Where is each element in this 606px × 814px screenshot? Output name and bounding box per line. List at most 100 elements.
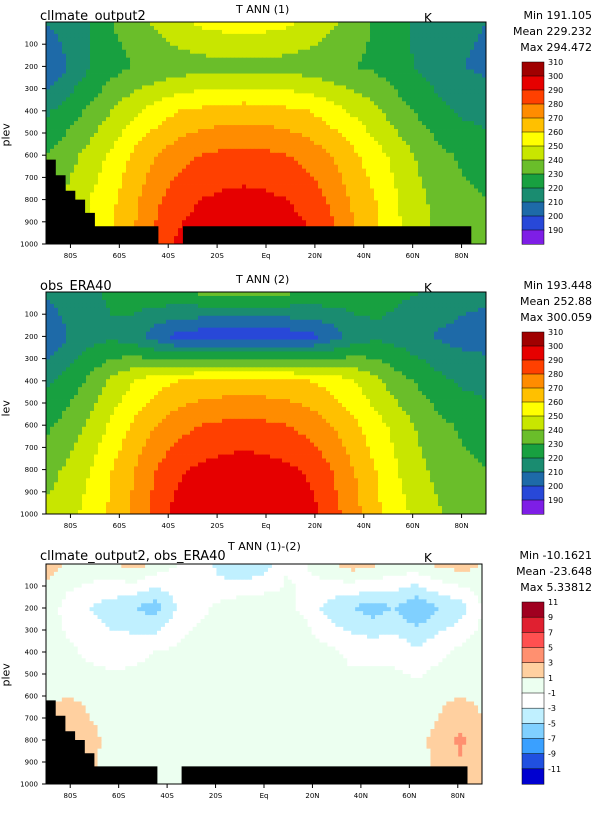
contour-cell bbox=[318, 140, 323, 146]
contour-cell bbox=[406, 81, 411, 86]
contour-cell bbox=[130, 180, 135, 185]
contour-cell bbox=[234, 176, 239, 181]
contour-cell bbox=[230, 109, 235, 114]
contour-cell bbox=[226, 192, 231, 197]
contour-cell bbox=[78, 97, 83, 102]
contour-cell bbox=[70, 73, 75, 78]
contour-cell bbox=[258, 184, 263, 189]
contour-cell bbox=[354, 180, 359, 185]
contour-cell bbox=[70, 184, 75, 189]
contour-cell bbox=[162, 97, 167, 102]
contour-cell bbox=[162, 22, 167, 27]
contour-cell bbox=[398, 22, 403, 27]
contour-cell bbox=[58, 69, 63, 74]
contour-cell bbox=[94, 89, 99, 94]
contour-cell bbox=[126, 85, 131, 90]
contour-cell bbox=[458, 152, 463, 158]
contour-cell bbox=[402, 176, 407, 181]
contour-cell bbox=[110, 57, 115, 63]
contour-cell bbox=[430, 33, 435, 39]
contour-cell bbox=[414, 192, 419, 197]
contour-cell bbox=[322, 125, 327, 130]
contour-cell bbox=[262, 105, 267, 110]
contour-cell bbox=[294, 73, 299, 78]
contour-cell bbox=[258, 168, 263, 174]
contour-cell bbox=[66, 65, 71, 70]
contour-cell bbox=[474, 196, 479, 201]
contour-cell bbox=[134, 93, 139, 98]
contour-cell bbox=[294, 121, 299, 126]
contour-cell bbox=[446, 176, 451, 181]
contour-cell bbox=[106, 188, 111, 193]
contour-cell bbox=[210, 41, 215, 47]
contour-cell bbox=[322, 81, 327, 86]
contour-cell bbox=[118, 53, 123, 59]
contour-cell bbox=[246, 172, 251, 177]
contour-cell bbox=[142, 93, 147, 98]
contour-cell bbox=[118, 93, 123, 98]
contour-cell bbox=[366, 65, 371, 70]
contour-cell bbox=[74, 196, 79, 201]
contour-cell bbox=[366, 109, 371, 114]
contour-cell bbox=[350, 180, 355, 185]
contour-cell bbox=[70, 49, 75, 55]
contour-cell bbox=[194, 117, 199, 122]
contour-cell bbox=[106, 117, 111, 122]
contour-cell bbox=[202, 89, 207, 94]
contour-cell bbox=[146, 77, 151, 82]
contour-cell bbox=[158, 136, 163, 142]
contour-cell bbox=[290, 148, 295, 154]
contour-cell bbox=[270, 184, 275, 189]
contour-cell bbox=[70, 188, 75, 193]
contour-cell bbox=[478, 73, 483, 78]
contour-cell bbox=[106, 140, 111, 146]
contour-cell bbox=[146, 121, 151, 126]
contour-cell bbox=[430, 125, 435, 130]
contour-cell bbox=[366, 41, 371, 47]
contour-cell bbox=[170, 105, 175, 110]
contour-cell bbox=[190, 49, 195, 55]
contour-cell bbox=[446, 22, 451, 27]
contour-cell bbox=[442, 184, 447, 189]
contour-cell bbox=[138, 140, 143, 146]
contour-cell bbox=[206, 29, 211, 35]
contour-cell bbox=[458, 188, 463, 193]
contour-cell bbox=[454, 196, 459, 201]
contour-cell bbox=[346, 109, 351, 114]
contour-cell bbox=[78, 37, 83, 43]
contour-cell bbox=[346, 133, 351, 138]
contour-cell bbox=[114, 65, 119, 70]
contour-cell bbox=[158, 93, 163, 98]
contour-cell bbox=[286, 69, 291, 74]
contour-cell bbox=[470, 22, 475, 27]
contour-cell bbox=[418, 140, 423, 146]
contour-cell bbox=[390, 133, 395, 138]
contour-cell bbox=[250, 160, 255, 166]
contour-cell bbox=[218, 65, 223, 70]
contour-cell bbox=[470, 57, 475, 63]
contour-cell bbox=[214, 101, 219, 106]
contour-cell bbox=[154, 73, 159, 78]
contour-cell bbox=[362, 117, 367, 122]
contour-cell bbox=[402, 41, 407, 47]
contour-cell bbox=[226, 49, 231, 55]
contour-cell bbox=[386, 29, 391, 35]
contour-cell bbox=[166, 172, 171, 177]
contour-cell bbox=[202, 192, 207, 197]
contour-cell bbox=[78, 196, 83, 201]
contour-cell bbox=[322, 156, 327, 162]
contour-cell bbox=[194, 93, 199, 98]
contour-cell bbox=[118, 164, 123, 170]
contour-cell bbox=[306, 81, 311, 86]
contour-cell bbox=[146, 45, 151, 51]
contour-cell bbox=[78, 45, 83, 51]
contour-cell bbox=[198, 41, 203, 47]
contour-cell bbox=[310, 41, 315, 47]
contour-cell bbox=[186, 105, 191, 110]
contour-cell bbox=[210, 144, 215, 150]
contour-cell bbox=[266, 97, 271, 102]
contour-cell bbox=[270, 65, 275, 70]
contour-cell bbox=[78, 61, 83, 66]
contour-cell bbox=[382, 81, 387, 86]
contour-cell bbox=[78, 140, 83, 146]
